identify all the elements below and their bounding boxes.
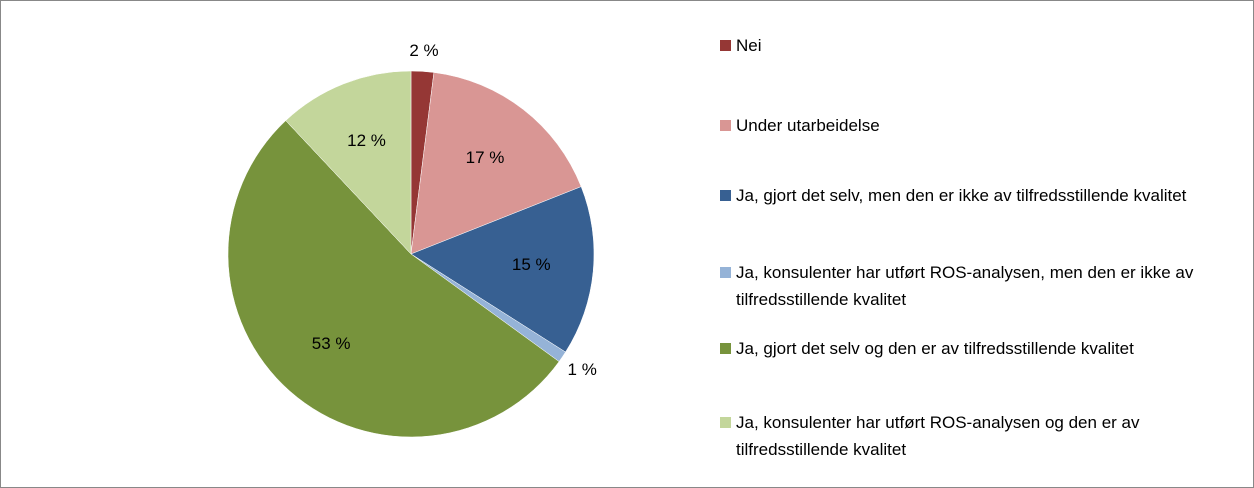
legend-swatch	[720, 343, 731, 354]
data-label: 2 %	[409, 41, 438, 60]
data-label: 53 %	[312, 334, 351, 353]
pie-slice	[227, 120, 560, 438]
legend-item: Ja, gjort det selv og den er av tilfreds…	[720, 335, 1220, 362]
data-label: 17 %	[466, 148, 505, 167]
data-label: 12 %	[347, 131, 386, 150]
legend-item: Ja, konsulenter har utført ROS-analysen,…	[720, 259, 1220, 313]
legend-item: Nei	[720, 32, 1220, 59]
legend-item: Ja, konsulenter har utført ROS-analysen …	[720, 409, 1220, 463]
legend-swatch	[720, 267, 731, 278]
legend-label: Nei	[736, 36, 762, 55]
legend-label: Ja, konsulenter har utført ROS-analysen,…	[736, 263, 1194, 309]
legend-item: Ja, gjort det selv, men den er ikke av t…	[720, 182, 1220, 209]
legend-label: Ja, gjort det selv, men den er ikke av t…	[736, 186, 1187, 205]
data-label: 15 %	[512, 255, 551, 274]
legend-label: Ja, konsulenter har utført ROS-analysen …	[736, 413, 1140, 459]
legend-label: Ja, gjort det selv og den er av tilfreds…	[736, 339, 1134, 358]
legend-swatch	[720, 190, 731, 201]
legend-swatch	[720, 40, 731, 51]
legend-swatch	[720, 120, 731, 131]
pie-slice	[410, 72, 582, 255]
legend-item: Under utarbeidelse	[720, 112, 1220, 139]
data-label: 1 %	[568, 360, 597, 379]
pie-slice	[285, 70, 412, 255]
pie-slice	[410, 186, 595, 353]
legend-label: Under utarbeidelse	[736, 116, 880, 135]
legend-swatch	[720, 417, 731, 428]
